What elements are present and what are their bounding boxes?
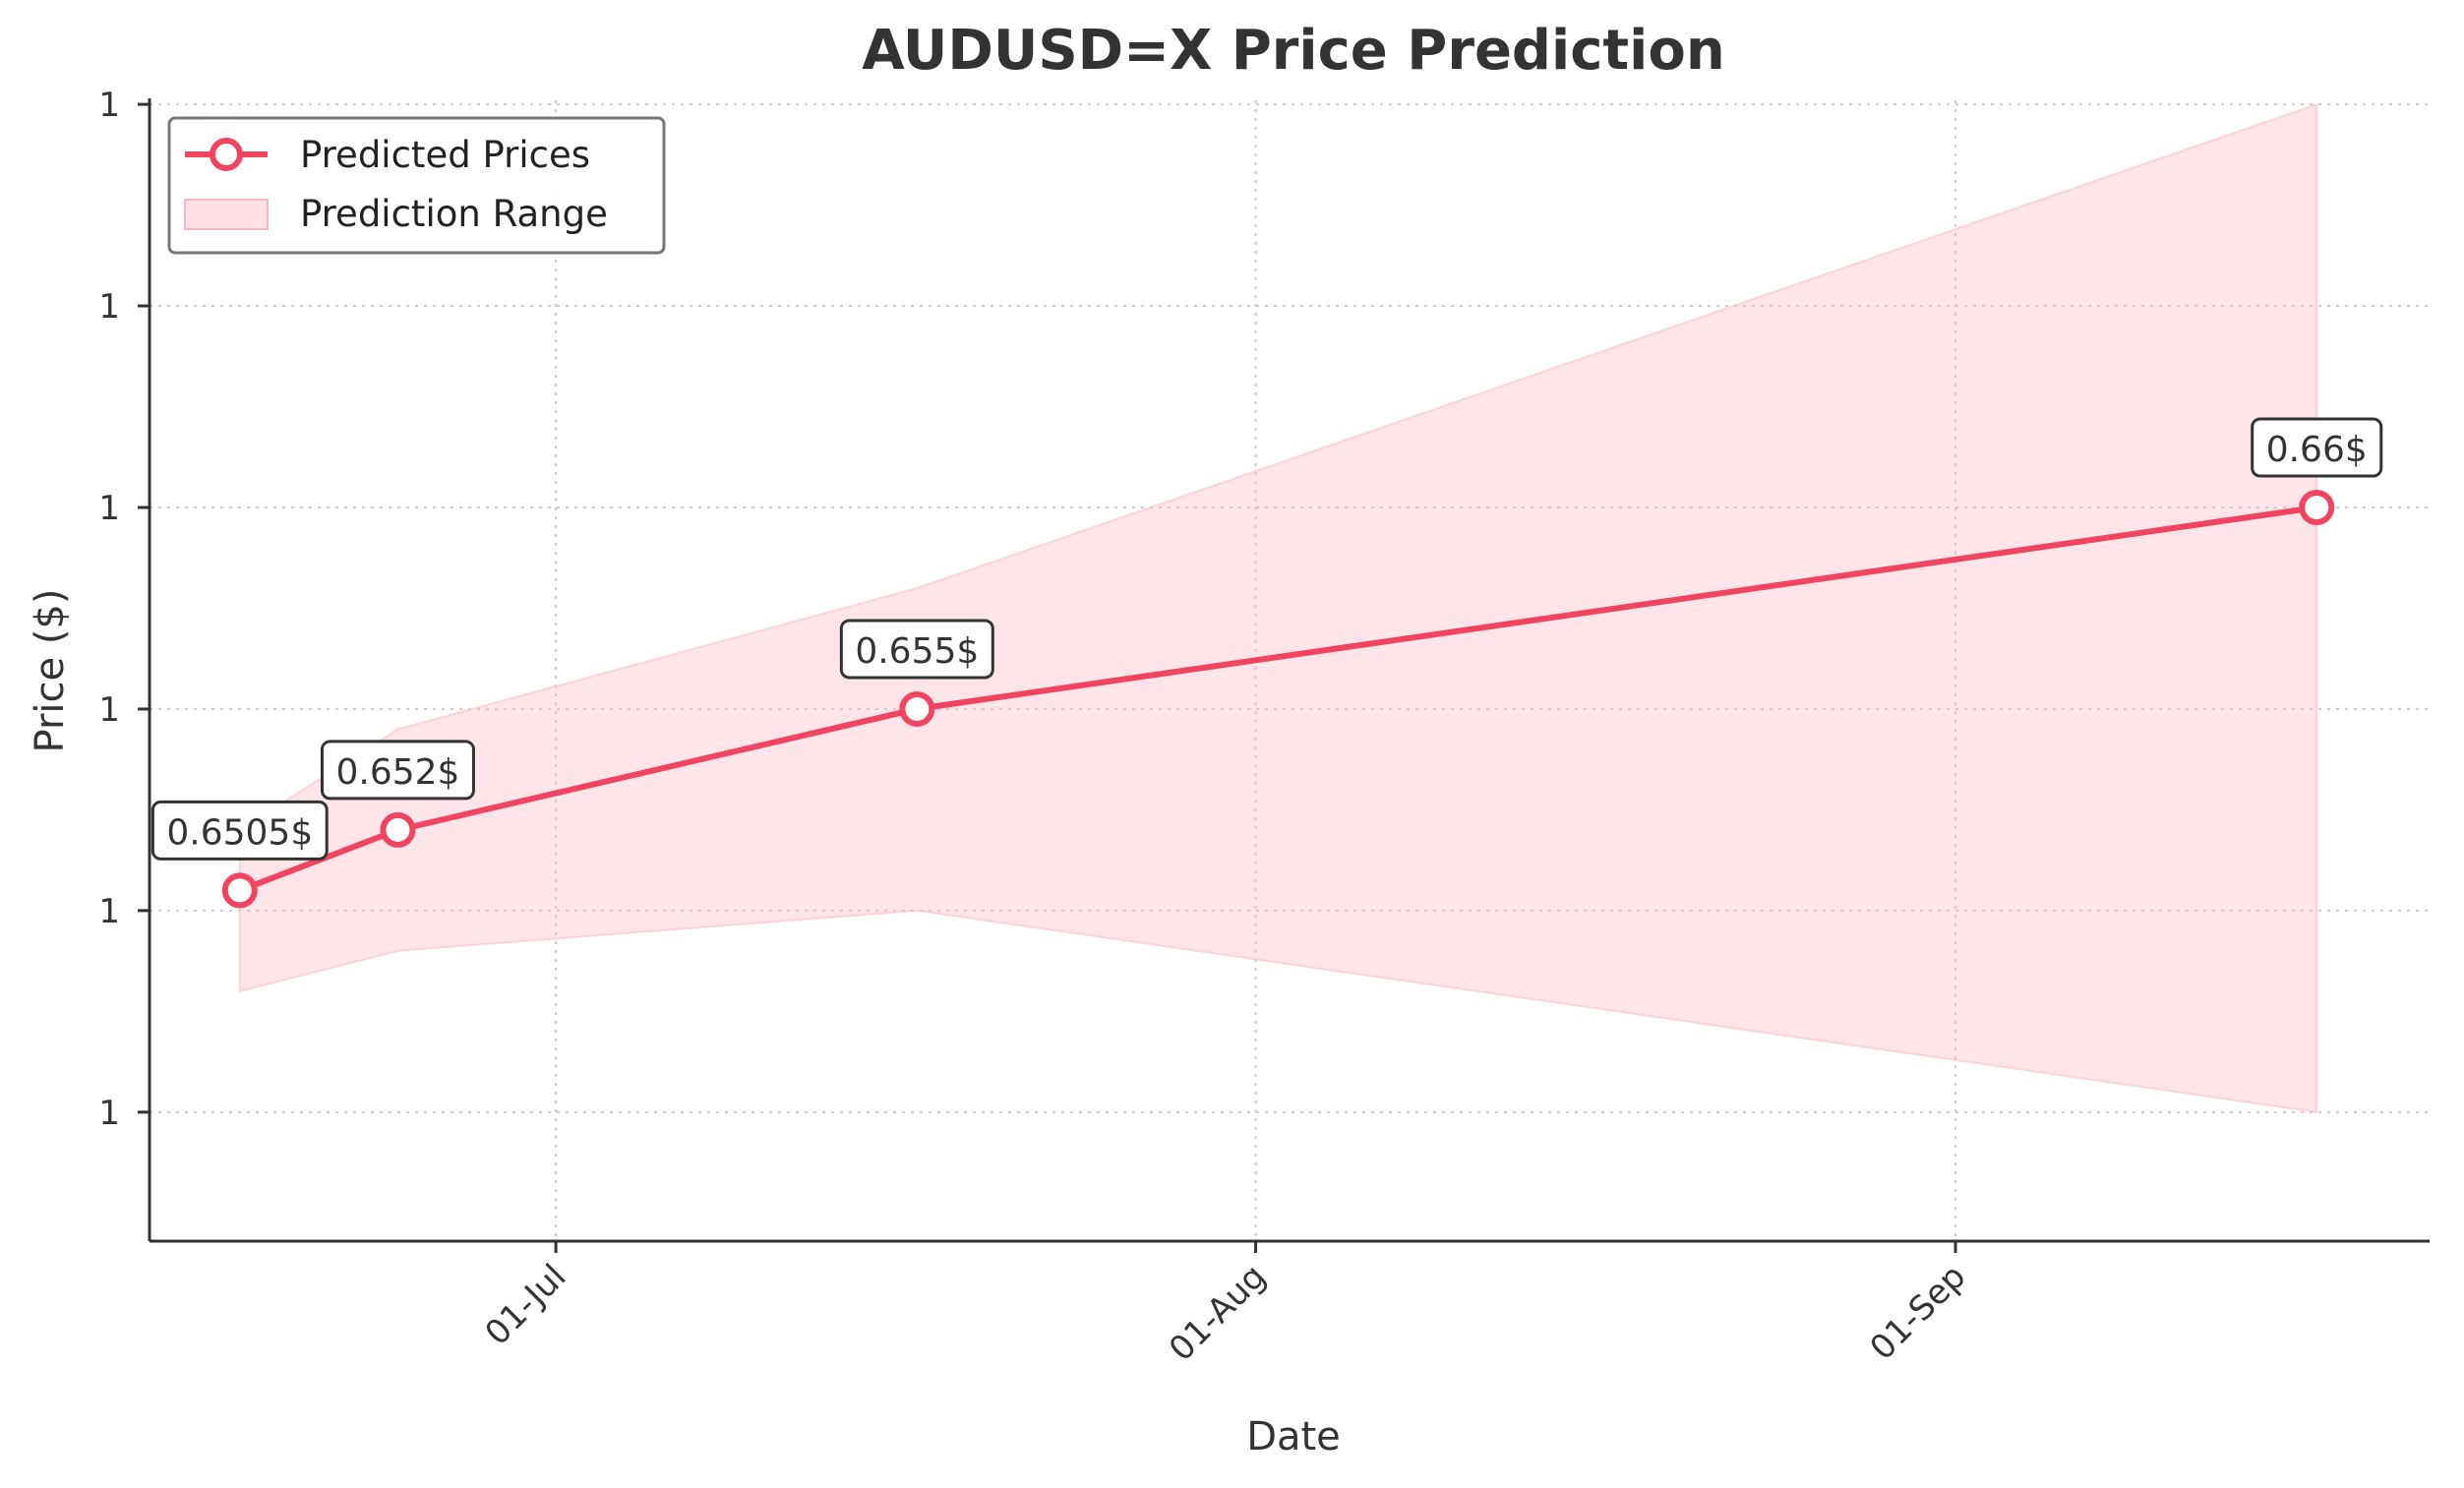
- y-tick-label: 1: [98, 892, 120, 931]
- price-annotation-box: [839, 619, 994, 680]
- price-annotation-label: 0.66$: [2266, 430, 2368, 470]
- legend-frame: [167, 116, 666, 255]
- predicted-price-point: [221, 872, 258, 909]
- y-axis-ticks: 1 1 1 1 1 1: [98, 86, 150, 1133]
- axes: [148, 98, 2430, 1243]
- y-tick-label: 1: [98, 1094, 120, 1133]
- y-tick-label: 1: [98, 489, 120, 528]
- legend-prediction-range-label: Prediction Range: [300, 193, 608, 235]
- price-annotation: 0.6505$: [150, 800, 329, 861]
- x-axis-label: Date: [1246, 1414, 1341, 1459]
- price-annotation: 0.655$: [839, 619, 994, 680]
- legend-predicted-prices-label: Predicted Prices: [300, 134, 590, 176]
- price-annotation-box: [150, 800, 329, 861]
- predicted-price-point: [2299, 489, 2335, 525]
- predicted-price-point: [380, 811, 416, 848]
- legend-prediction-range-swatch-icon: [184, 199, 269, 230]
- price-annotations: 0.6505$ 0.652$ 0.655$ 0.66$: [150, 417, 2383, 861]
- y-axis-label: Price ($): [28, 589, 73, 753]
- price-annotation-label: 0.6505$: [166, 812, 313, 853]
- legend-predicted-prices-marker-icon: [210, 138, 243, 171]
- predicted-price-point: [899, 690, 935, 727]
- price-annotation-label: 0.652$: [335, 752, 459, 793]
- price-annotation: 0.66$: [2251, 417, 2383, 478]
- price-annotation-box: [2251, 417, 2383, 478]
- prediction-range-band: [238, 102, 2318, 1113]
- price-annotation-label: 0.655$: [855, 631, 979, 672]
- price-annotation-box: [320, 740, 475, 801]
- y-tick-label: 1: [98, 86, 120, 125]
- y-tick-label: 1: [98, 287, 120, 327]
- chart-title: AUDUSD=X Price Prediction: [862, 19, 1724, 83]
- prediction-range-area: [238, 102, 2318, 1113]
- y-tick-label: 1: [98, 690, 120, 730]
- legend: Predicted Prices Prediction Range: [167, 116, 666, 255]
- price-annotation: 0.652$: [320, 740, 475, 801]
